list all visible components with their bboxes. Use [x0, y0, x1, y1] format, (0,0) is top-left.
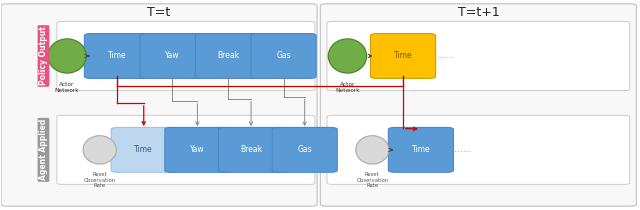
FancyBboxPatch shape: [57, 115, 315, 184]
Text: Yaw: Yaw: [190, 145, 205, 154]
Text: Time: Time: [134, 145, 153, 154]
FancyBboxPatch shape: [57, 21, 315, 91]
Text: ......: ......: [454, 145, 472, 154]
Text: Actor
Network: Actor Network: [55, 82, 79, 93]
Text: ......: ......: [436, 51, 454, 60]
Text: Reset
Observation
Rate: Reset Observation Rate: [84, 172, 116, 188]
Text: Agent Applied: Agent Applied: [39, 119, 48, 180]
FancyBboxPatch shape: [195, 34, 260, 78]
Text: Actor
Network: Actor Network: [335, 82, 360, 93]
FancyBboxPatch shape: [218, 127, 284, 172]
Text: T=t: T=t: [147, 6, 171, 19]
FancyBboxPatch shape: [371, 34, 436, 78]
Text: T=t+1: T=t+1: [458, 6, 499, 19]
Text: Time: Time: [108, 51, 126, 60]
Ellipse shape: [356, 136, 389, 164]
FancyBboxPatch shape: [140, 34, 205, 78]
FancyBboxPatch shape: [320, 4, 636, 206]
FancyBboxPatch shape: [388, 127, 454, 172]
Text: Break: Break: [240, 145, 262, 154]
Ellipse shape: [328, 39, 367, 73]
FancyBboxPatch shape: [327, 115, 630, 184]
Ellipse shape: [83, 136, 116, 164]
Text: Gas: Gas: [298, 145, 312, 154]
Ellipse shape: [48, 39, 86, 73]
FancyBboxPatch shape: [165, 127, 230, 172]
FancyBboxPatch shape: [1, 4, 317, 206]
Text: Time: Time: [412, 145, 430, 154]
Text: Break: Break: [217, 51, 239, 60]
Text: Policy Output: Policy Output: [39, 26, 48, 85]
FancyBboxPatch shape: [111, 127, 176, 172]
FancyBboxPatch shape: [272, 127, 337, 172]
Text: Gas: Gas: [276, 51, 291, 60]
Text: Reset
Observation
Rate: Reset Observation Rate: [356, 172, 388, 188]
Text: Time: Time: [394, 51, 412, 60]
Text: Yaw: Yaw: [165, 51, 180, 60]
FancyBboxPatch shape: [84, 34, 150, 78]
FancyBboxPatch shape: [327, 21, 630, 91]
FancyBboxPatch shape: [251, 34, 316, 78]
